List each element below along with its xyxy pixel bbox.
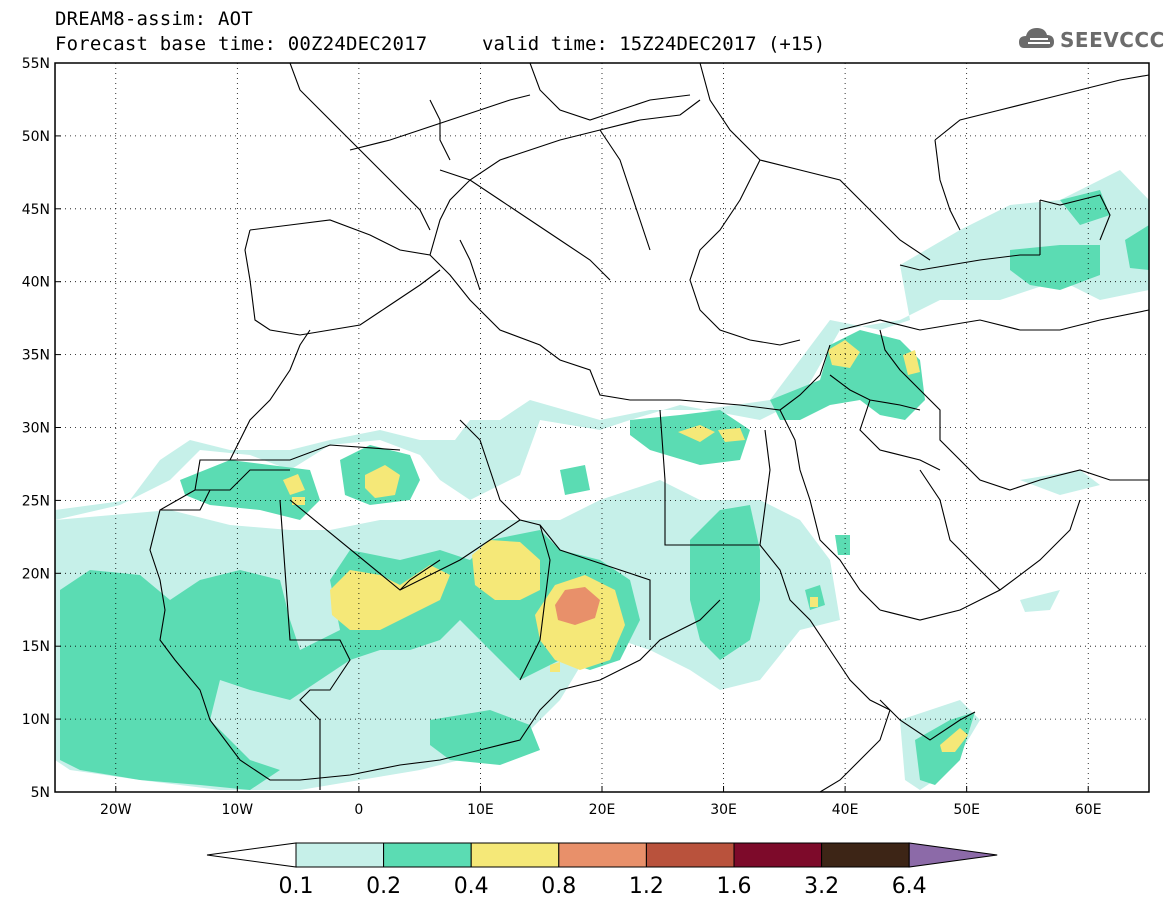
colorbar-segment bbox=[558, 842, 647, 868]
colorbar-segment bbox=[295, 842, 385, 868]
valid-time: valid time: 15Z24DEC2017 (+15) bbox=[482, 33, 826, 55]
colorbar: 0.1 0.2 0.4 0.8 1.2 1.6 3.2 6.4 bbox=[206, 842, 998, 899]
lat-tick-label: 50N bbox=[22, 129, 50, 145]
colorbar-label: 3.2 bbox=[804, 874, 839, 899]
lon-tick-label: 10E bbox=[467, 802, 494, 818]
aot-field bbox=[55, 63, 1149, 792]
cloud-logo-icon bbox=[1019, 28, 1054, 48]
logo-text: SEEVCCC bbox=[1060, 28, 1165, 52]
colorbar-label: 1.2 bbox=[629, 874, 664, 899]
lat-tick-label: 35N bbox=[22, 348, 50, 364]
lat-tick-label: 30N bbox=[22, 421, 50, 437]
forecast-base-time: Forecast base time: 00Z24DEC2017 bbox=[55, 33, 428, 55]
lon-tick-label: 40E bbox=[832, 802, 859, 818]
colorbar-segment bbox=[821, 842, 910, 868]
lon-tick-label: 20W bbox=[100, 802, 132, 818]
lon-tick-label: 0 bbox=[354, 802, 363, 818]
lon-tick-label: 30E bbox=[710, 802, 737, 818]
lon-tick-label: 20E bbox=[589, 802, 616, 818]
lat-tick-label: 20N bbox=[22, 566, 50, 582]
colorbar-label: 0.2 bbox=[366, 874, 401, 899]
lat-tick-label: 45N bbox=[22, 202, 50, 218]
colorbar-label: 0.4 bbox=[454, 874, 489, 899]
colorbar-segment bbox=[470, 842, 560, 868]
lat-axis: 55N 50N 45N 40N 35N 30N 25N 20N 15N 10N 5N bbox=[22, 56, 61, 801]
colorbar-low-arrow bbox=[206, 842, 297, 868]
colorbar-label: 6.4 bbox=[892, 874, 927, 899]
lon-tick-label: 10W bbox=[221, 802, 253, 818]
colorbar-segment bbox=[733, 842, 823, 868]
lat-tick-label: 40N bbox=[22, 275, 50, 291]
colorbar-high-arrow bbox=[908, 842, 998, 868]
colorbar-segment bbox=[645, 842, 735, 868]
colorbar-label: 1.6 bbox=[717, 874, 752, 899]
lon-axis: 20W 10W 0 10E 20E 30E 40E 50E 60E bbox=[100, 786, 1102, 818]
lat-tick-label: 25N bbox=[22, 493, 50, 509]
lat-tick-label: 10N bbox=[22, 712, 50, 728]
lat-tick-label: 5N bbox=[31, 785, 50, 801]
lon-tick-label: 50E bbox=[953, 802, 980, 818]
map-title: DREAM8-assim: AOT bbox=[55, 8, 253, 30]
lat-tick-label: 55N bbox=[22, 56, 50, 72]
aot-level-0.8 bbox=[555, 587, 600, 625]
lat-tick-label: 15N bbox=[22, 639, 50, 655]
colorbar-segment bbox=[383, 842, 472, 868]
colorbar-label: 0.8 bbox=[541, 874, 576, 899]
colorbar-label: 0.1 bbox=[279, 874, 314, 899]
lon-tick-label: 60E bbox=[1075, 802, 1102, 818]
